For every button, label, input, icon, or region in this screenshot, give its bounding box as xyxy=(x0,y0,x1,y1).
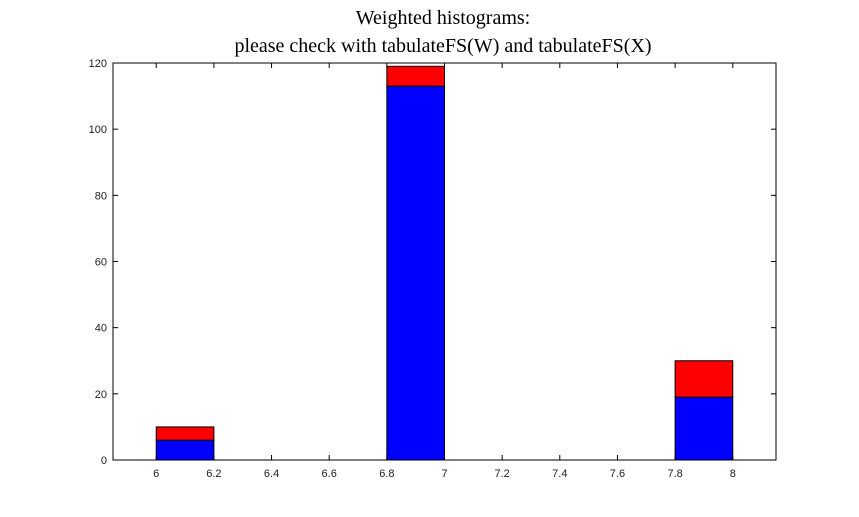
bar-series2-bin3 xyxy=(674,360,734,398)
y-tick-label: 40 xyxy=(95,323,107,335)
x-tick-label: 7.4 xyxy=(552,468,567,480)
x-tick-label: 7.6 xyxy=(610,468,625,480)
y-tick-label: 20 xyxy=(95,389,107,401)
y-tick-label: 0 xyxy=(101,455,107,467)
x-tick-label: 6 xyxy=(153,468,159,480)
bar-series1-bin3 xyxy=(674,396,734,461)
y-tick-label: 60 xyxy=(95,257,107,269)
bar-series2-bin1 xyxy=(155,426,215,441)
y-tick-label: 100 xyxy=(89,124,107,136)
x-tick-label: 6.4 xyxy=(264,468,279,480)
chart-subtitle: please check with tabulateFS(W) and tabu… xyxy=(234,35,651,57)
x-tick-label: 6.6 xyxy=(322,468,337,480)
x-tick-label: 7 xyxy=(441,468,447,480)
ticks-layer: 6 6.2 6.4 6.6 6.8 7 7.2 7.4 7.6 7.8 80204060801001… xyxy=(89,58,776,480)
bar-series1-bin2 xyxy=(386,85,446,461)
bar-series1-bin1 xyxy=(155,439,215,461)
chart-title: Weighted histograms: xyxy=(356,7,530,29)
y-tick-label: 120 xyxy=(89,58,107,70)
bar-series2-bin2 xyxy=(386,65,446,87)
y-tick-label: 80 xyxy=(95,190,107,202)
x-tick-label: 6.8 xyxy=(379,468,394,480)
x-tick-label: 7.2 xyxy=(495,468,510,480)
bars-layer xyxy=(155,65,734,461)
plot-area-frame xyxy=(112,62,777,461)
x-tick-label: 7.8 xyxy=(667,468,682,480)
x-tick-label: 8 xyxy=(730,468,736,480)
x-tick-label: 6.2 xyxy=(206,468,221,480)
